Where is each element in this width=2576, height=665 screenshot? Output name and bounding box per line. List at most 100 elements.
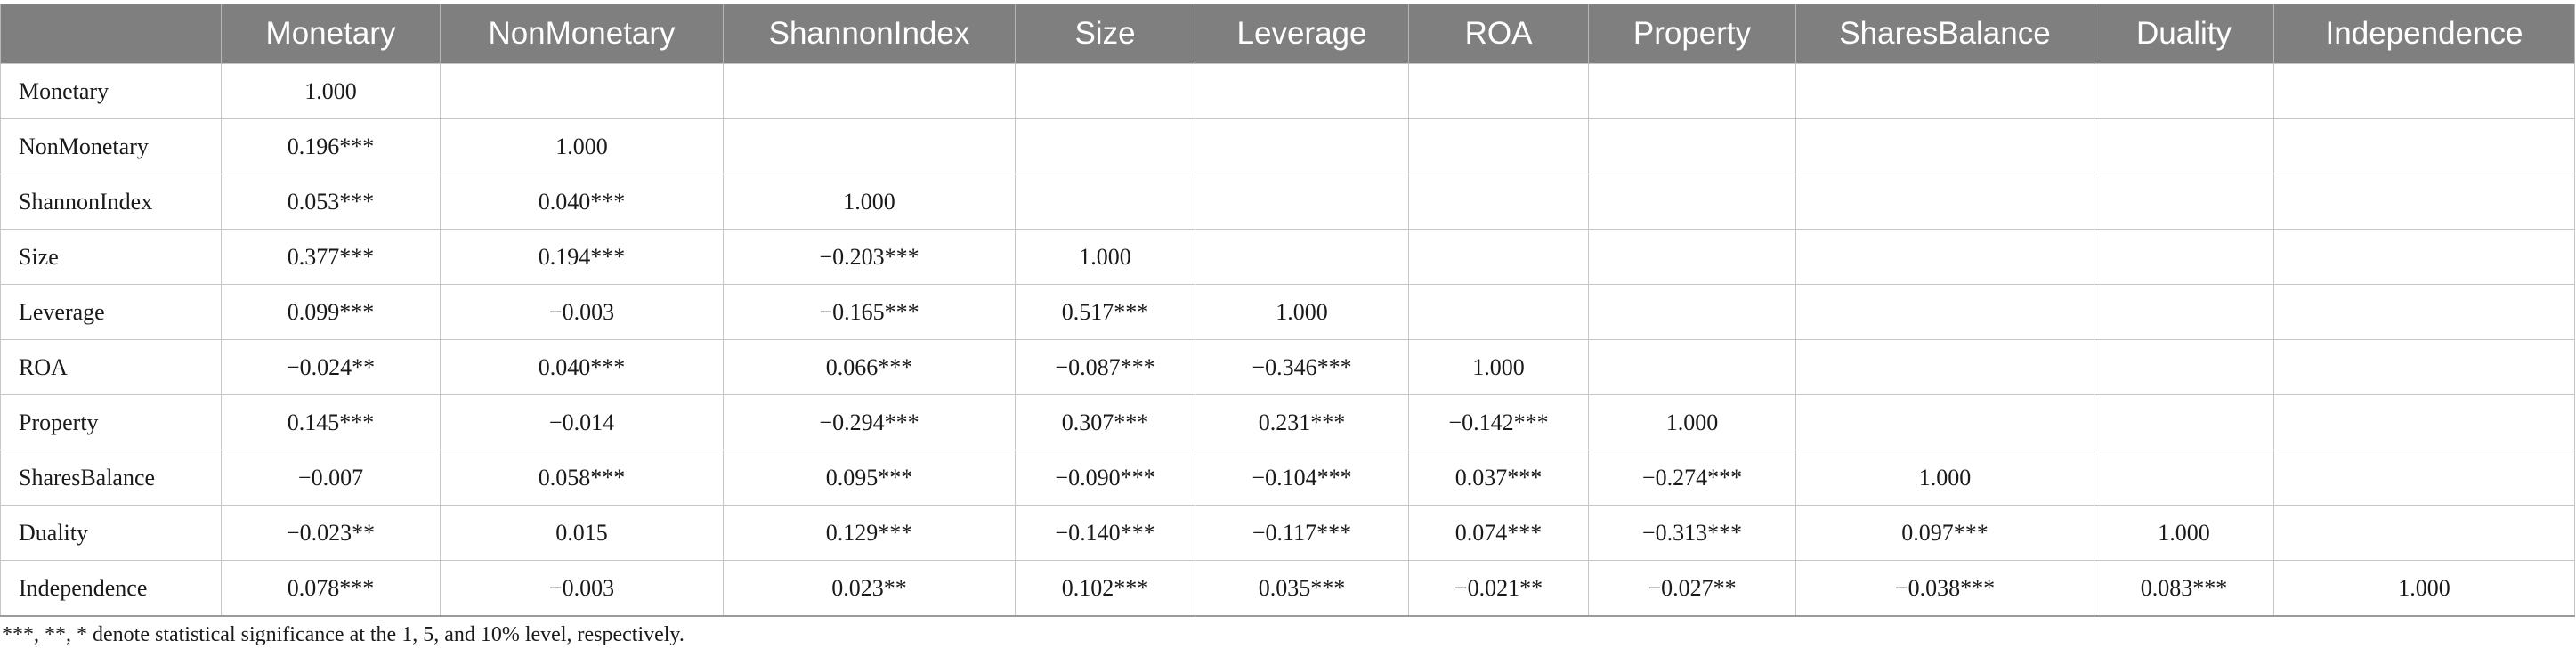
correlation-cell: 0.129*** xyxy=(723,505,1016,561)
correlation-cell: 0.015 xyxy=(440,505,724,561)
correlation-cell: −0.003 xyxy=(440,284,724,340)
table-row: Duality −0.023** 0.015 0.129*** −0.140*** −0.… xyxy=(0,505,2575,561)
correlation-cell: −0.294*** xyxy=(723,394,1016,450)
row-label: ShannonIndex xyxy=(0,174,222,230)
correlation-cell xyxy=(2273,284,2575,340)
correlation-cell xyxy=(2094,394,2274,450)
correlation-cell: −0.165*** xyxy=(723,284,1016,340)
correlation-cell: 1.000 xyxy=(1408,339,1589,395)
row-label: Monetary xyxy=(0,63,222,119)
correlation-table: Monetary NonMonetary ShannonIndex Size Lever… xyxy=(0,4,2575,617)
correlation-cell xyxy=(1408,174,1589,230)
correlation-cell: −0.027** xyxy=(1588,560,1796,617)
correlation-cell: −0.014 xyxy=(440,394,724,450)
correlation-cell: 0.053*** xyxy=(221,174,441,230)
column-header: Independence xyxy=(2273,4,2575,64)
correlation-cell: −0.007 xyxy=(221,450,441,506)
correlation-cell xyxy=(723,63,1016,119)
correlation-cell: −0.203*** xyxy=(723,229,1016,285)
correlation-cell: 0.095*** xyxy=(723,450,1016,506)
correlation-cell: 0.023** xyxy=(723,560,1016,617)
correlation-cell: −0.274*** xyxy=(1588,450,1796,506)
table-body: Monetary 1.000 NonMonetary 0.196*** 1.000 Sha… xyxy=(0,63,2575,617)
correlation-cell xyxy=(1795,284,2094,340)
row-label: SharesBalance xyxy=(0,450,222,506)
header-row: Monetary NonMonetary ShannonIndex Size Lever… xyxy=(0,4,2575,64)
correlation-cell: −0.090*** xyxy=(1015,450,1195,506)
correlation-cell: 0.040*** xyxy=(440,339,724,395)
correlation-cell: −0.021** xyxy=(1408,560,1589,617)
column-header: SharesBalance xyxy=(1795,4,2094,64)
table-row: SharesBalance −0.007 0.058*** 0.095*** −0.09… xyxy=(0,450,2575,506)
header-corner-cell xyxy=(0,4,222,64)
table-row: NonMonetary 0.196*** 1.000 xyxy=(0,118,2575,174)
correlation-cell: −0.142*** xyxy=(1408,394,1589,450)
correlation-cell xyxy=(1795,63,2094,119)
correlation-cell xyxy=(1588,63,1796,119)
correlation-cell xyxy=(1195,118,1409,174)
correlation-cell: −0.313*** xyxy=(1588,505,1796,561)
correlation-cell: 0.040*** xyxy=(440,174,724,230)
correlation-cell: 1.000 xyxy=(2273,560,2575,617)
correlation-table-container: Monetary NonMonetary ShannonIndex Size Lever… xyxy=(0,4,2575,617)
correlation-cell xyxy=(2094,174,2274,230)
correlation-cell xyxy=(1588,284,1796,340)
correlation-cell xyxy=(2094,284,2274,340)
correlation-cell xyxy=(2273,174,2575,230)
column-header: ShannonIndex xyxy=(723,4,1016,64)
table-row: Independence 0.078*** −0.003 0.023** 0.102**… xyxy=(0,560,2575,617)
correlation-cell: 1.000 xyxy=(1195,284,1409,340)
column-header: Monetary xyxy=(221,4,441,64)
correlation-cell xyxy=(723,118,1016,174)
correlation-cell: 0.066*** xyxy=(723,339,1016,395)
column-header: Property xyxy=(1588,4,1796,64)
correlation-cell: 0.196*** xyxy=(221,118,441,174)
row-label: Leverage xyxy=(0,284,222,340)
correlation-cell xyxy=(1795,229,2094,285)
correlation-cell xyxy=(1795,339,2094,395)
row-label: Size xyxy=(0,229,222,285)
correlation-cell xyxy=(1195,174,1409,230)
column-header: Leverage xyxy=(1195,4,1409,64)
correlation-cell xyxy=(2273,450,2575,506)
correlation-cell: 1.000 xyxy=(221,63,441,119)
correlation-cell xyxy=(2273,394,2575,450)
correlation-cell: −0.104*** xyxy=(1195,450,1409,506)
correlation-cell: 0.307*** xyxy=(1015,394,1195,450)
correlation-cell: 1.000 xyxy=(1588,394,1796,450)
table-row: Monetary 1.000 xyxy=(0,63,2575,119)
correlation-cell: 0.078*** xyxy=(221,560,441,617)
correlation-cell: 0.099*** xyxy=(221,284,441,340)
row-label: Duality xyxy=(0,505,222,561)
correlation-cell xyxy=(2273,339,2575,395)
correlation-cell xyxy=(2094,63,2274,119)
correlation-cell xyxy=(1408,284,1589,340)
correlation-cell: 0.058*** xyxy=(440,450,724,506)
correlation-cell xyxy=(1588,118,1796,174)
correlation-cell: 1.000 xyxy=(1795,450,2094,506)
table-row: Leverage 0.099*** −0.003 −0.165*** 0.517*** 1… xyxy=(0,284,2575,340)
correlation-cell xyxy=(1795,118,2094,174)
row-label: ROA xyxy=(0,339,222,395)
correlation-cell xyxy=(2273,229,2575,285)
correlation-cell xyxy=(1795,174,2094,230)
column-header: Duality xyxy=(2094,4,2274,64)
correlation-cell xyxy=(1195,229,1409,285)
correlation-cell xyxy=(2273,63,2575,119)
correlation-cell xyxy=(2273,505,2575,561)
correlation-cell: −0.140*** xyxy=(1015,505,1195,561)
correlation-cell xyxy=(2094,118,2274,174)
column-header: NonMonetary xyxy=(440,4,724,64)
table-row: Size 0.377*** 0.194*** −0.203*** 1.000 xyxy=(0,229,2575,285)
correlation-cell: 0.102*** xyxy=(1015,560,1195,617)
correlation-cell xyxy=(1408,118,1589,174)
column-header: ROA xyxy=(1408,4,1589,64)
correlation-cell: −0.023** xyxy=(221,505,441,561)
correlation-cell xyxy=(1015,118,1195,174)
correlation-cell: 0.517*** xyxy=(1015,284,1195,340)
row-label: Property xyxy=(0,394,222,450)
correlation-cell xyxy=(1588,229,1796,285)
correlation-cell xyxy=(2094,229,2274,285)
correlation-cell xyxy=(2094,450,2274,506)
table-row: ROA −0.024** 0.040*** 0.066*** −0.087*** −0.3… xyxy=(0,339,2575,395)
